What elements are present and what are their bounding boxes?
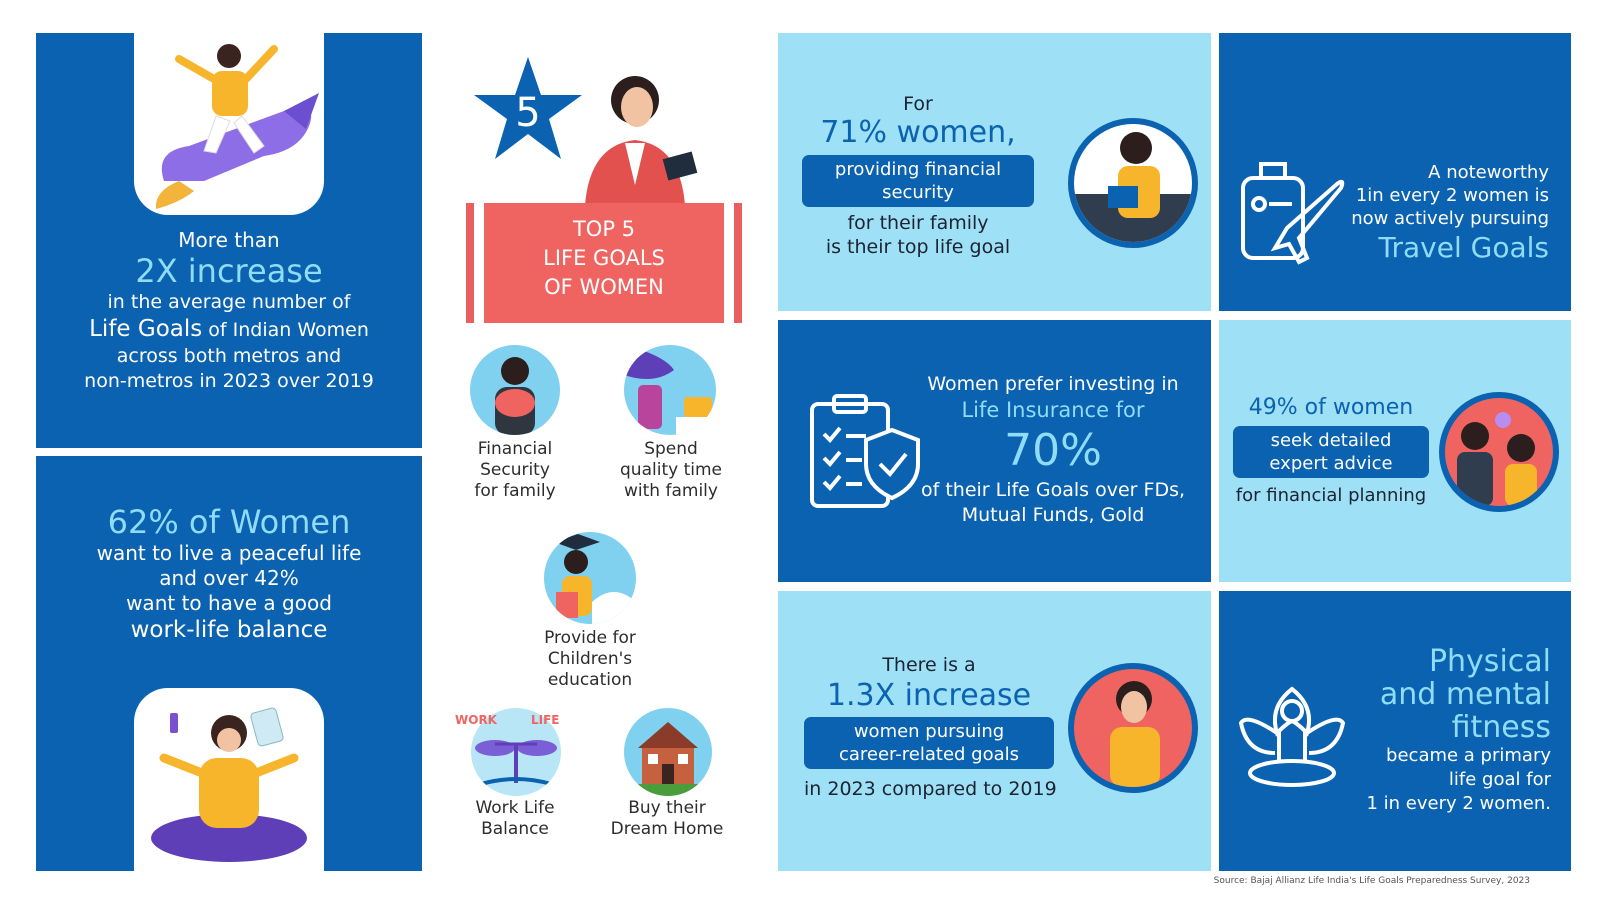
goal-label: Balance: [481, 819, 549, 839]
card-career-goals: There is a 1.3X increase women pursuing …: [778, 591, 1211, 871]
banner-line: OF WOMEN: [544, 275, 664, 299]
scale-work-label: WORK: [455, 713, 497, 727]
card-text-accent: Life Insurance for: [961, 398, 1145, 422]
goal-label: education: [547, 670, 633, 690]
yoga-lotus-icon: [1238, 686, 1346, 787]
banner-line: TOP 5: [572, 217, 636, 241]
balance-scale-icon: [471, 708, 561, 796]
card-text: in 2023 compared to 2019: [804, 778, 1057, 800]
goal-label: Provide for: [544, 628, 636, 648]
card-text: For: [903, 93, 933, 115]
card-fitness: Physical and mental fitness became a pri…: [1219, 591, 1571, 871]
body-text: and over 42%: [159, 566, 299, 590]
goal-label: Security: [480, 460, 550, 480]
card-text: A noteworthy: [1428, 162, 1549, 183]
presenter-woman-illustration: [585, 76, 698, 205]
card-text: became a primary: [1386, 745, 1551, 766]
headline-70-percent: 70%: [1004, 425, 1102, 476]
goal-label: Children's: [547, 649, 633, 669]
card-text: There is a: [882, 654, 976, 676]
life-goals-line: Life Goals of Indian Women: [36, 315, 422, 344]
card-text: now actively pursuing: [1351, 208, 1549, 229]
card-life-insurance: Women prefer investing in Life Insurance…: [778, 320, 1211, 582]
pill-text: career-related goals: [838, 744, 1020, 765]
intro-text: More than: [178, 228, 280, 252]
card-text: for financial planning: [1235, 485, 1427, 506]
banner-left-stripe: [466, 203, 474, 323]
pill-text: security: [882, 182, 954, 203]
goal-label: Dream Home: [610, 819, 724, 839]
highlight-pill: women pursuing career-related goals: [804, 717, 1054, 769]
piggy-bank-woman-icon: [470, 345, 560, 435]
top5-banner: TOP 5 LIFE GOALS OF WOMEN: [484, 203, 724, 323]
pill-text: providing financial: [834, 159, 1002, 180]
source-footnote: Source: Bajaj Allianz Life India's Life …: [1213, 876, 1530, 886]
top5-header: 5 TOP 5 LIFE GOALS OF WOMEN: [466, 55, 742, 327]
card-text: is their top life goal: [825, 236, 1011, 258]
advisor-meeting-illustration: [1439, 392, 1559, 512]
body-text: non-metros in 2023 over 2019: [84, 370, 374, 392]
card-text: 1in every 2 women is: [1355, 185, 1549, 206]
suitcase-woman-icon: [624, 345, 716, 435]
goal-label: Spend: [644, 439, 698, 459]
highlight-pill: seek detailed expert advice: [1233, 426, 1429, 478]
headline-1-3x-increase: 1.3X increase: [826, 678, 1032, 713]
headline-fitness: Physical: [1428, 644, 1551, 679]
headline-travel-goals: Travel Goals: [1378, 231, 1550, 264]
card-text: Women prefer investing in: [927, 373, 1179, 395]
card-text: 1 in every 2 women.: [1366, 793, 1551, 814]
headline-fitness: and mental: [1379, 677, 1551, 712]
life-goals-strong: Life Goals: [89, 316, 203, 342]
clipboard-shield-icon: [810, 394, 920, 508]
highlight-pill: providing financial security: [802, 155, 1034, 207]
headline-fitness: fitness: [1451, 710, 1551, 745]
panel-peaceful-life: 62% of Women want to live a peaceful lif…: [36, 456, 422, 871]
body-text: across both metros and: [116, 345, 342, 367]
headline-71-percent: 71% women,: [820, 115, 1016, 150]
rocket-woman-illustration: [134, 31, 324, 215]
star-number: 5: [515, 90, 541, 136]
card-text: for their family: [847, 212, 989, 234]
card-text: Mutual Funds, Gold: [961, 504, 1145, 526]
reading-woman-illustration: [1068, 118, 1198, 248]
thinking-woman-illustration: [1068, 663, 1198, 793]
goal-label: with family: [624, 481, 718, 501]
pill-text: seek detailed: [1270, 430, 1392, 451]
card-travel-goals: A noteworthy 1in every 2 women is now ac…: [1219, 33, 1571, 311]
goal-label: Buy their: [628, 798, 706, 818]
banner-right-stripe: [734, 203, 742, 323]
panel-life-goals-increase: More than 2X increase in the average num…: [36, 31, 422, 448]
meditating-woman-illustration: [134, 688, 324, 871]
pill-text: expert advice: [1269, 453, 1393, 474]
goal-label: Work Life: [475, 798, 555, 818]
body-text: want to have a good: [126, 591, 332, 615]
scale-life-label: LIFE: [531, 713, 560, 727]
body-text-strong: work-life balance: [130, 617, 328, 643]
headline-2x-increase: 2X increase: [135, 252, 323, 290]
luggage-airplane-icon: [1241, 162, 1345, 265]
card-text: of their Life Goals over FDs,: [920, 479, 1186, 501]
goal-label: quality time: [620, 460, 722, 480]
life-goals-rest: of Indian Women: [202, 319, 369, 341]
goal-label: for family: [474, 481, 556, 501]
banner-line: LIFE GOALS: [543, 246, 665, 270]
pill-text: women pursuing: [853, 721, 1005, 742]
graduate-icon: [544, 532, 636, 624]
house-icon: [624, 708, 712, 796]
goal-label: Financial: [477, 439, 553, 459]
body-text: in the average number of: [107, 291, 351, 313]
body-text: want to live a peaceful life: [96, 541, 362, 565]
headline-62-percent: 62% of Women: [107, 503, 351, 541]
card-71-percent: For 71% women, providing financial secur…: [778, 33, 1211, 311]
card-text: life goal for: [1448, 769, 1551, 790]
card-expert-advice: 49% of women seek detailed expert advice…: [1219, 320, 1571, 582]
headline-49-percent: 49% of women: [1248, 395, 1414, 420]
